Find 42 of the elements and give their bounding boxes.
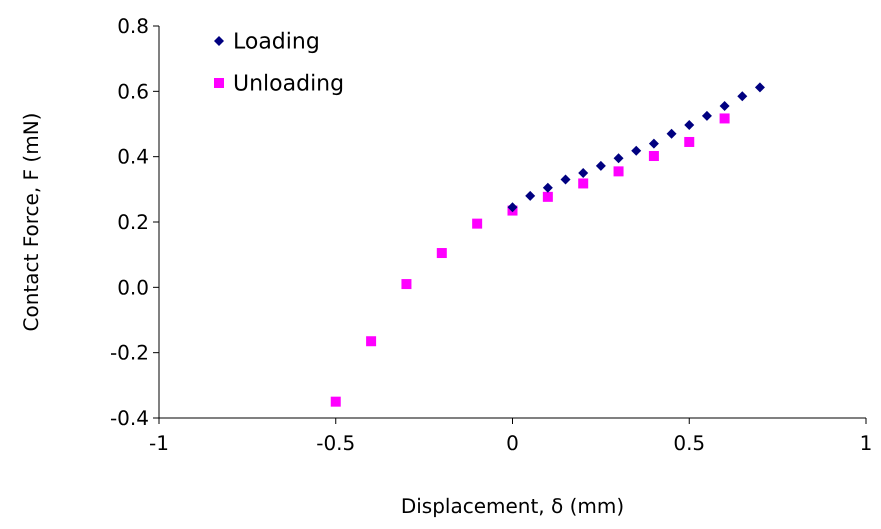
point (631, 146, 642, 156)
point (436, 248, 447, 258)
y-tick-label: 0.8 (117, 14, 149, 38)
point (648, 151, 659, 162)
point (754, 82, 765, 92)
x-tick-label: -1 (149, 431, 169, 455)
legend-label: Unloading (233, 72, 344, 97)
point (578, 178, 588, 188)
x-tick-label: 0.5 (673, 431, 706, 455)
point (401, 279, 412, 290)
point (578, 168, 588, 178)
point (508, 202, 518, 212)
x-tick-label: 1 (860, 431, 872, 455)
point (560, 174, 571, 185)
point (542, 182, 553, 193)
point (330, 396, 341, 407)
point (614, 153, 624, 164)
y-tick-label: 0.2 (117, 210, 149, 234)
x-axis-title: Displacement, δ (mm) (400, 494, 624, 518)
point (666, 128, 677, 139)
y-tick-label: 0.4 (117, 144, 149, 169)
point (702, 110, 712, 121)
y-tick-label: -0.2 (110, 340, 149, 365)
legend-label: Loading (233, 30, 320, 55)
point (684, 120, 694, 130)
point (472, 218, 482, 229)
y-tick-label: 0.0 (117, 275, 149, 300)
point (614, 166, 624, 176)
point (720, 101, 730, 112)
point (648, 138, 659, 149)
x-tick-label: 0 (506, 431, 519, 455)
point (525, 190, 536, 201)
y-axis-title: Contact Force, F (mN) (19, 112, 43, 332)
y-tick-label: 0.6 (117, 79, 149, 104)
y-tick-label: -0.4 (110, 406, 149, 430)
point (366, 336, 376, 346)
x-tick-label: -0.5 (316, 431, 356, 455)
point (684, 136, 694, 147)
point (737, 91, 748, 102)
point (542, 192, 553, 202)
point (720, 113, 730, 124)
point (596, 160, 606, 171)
